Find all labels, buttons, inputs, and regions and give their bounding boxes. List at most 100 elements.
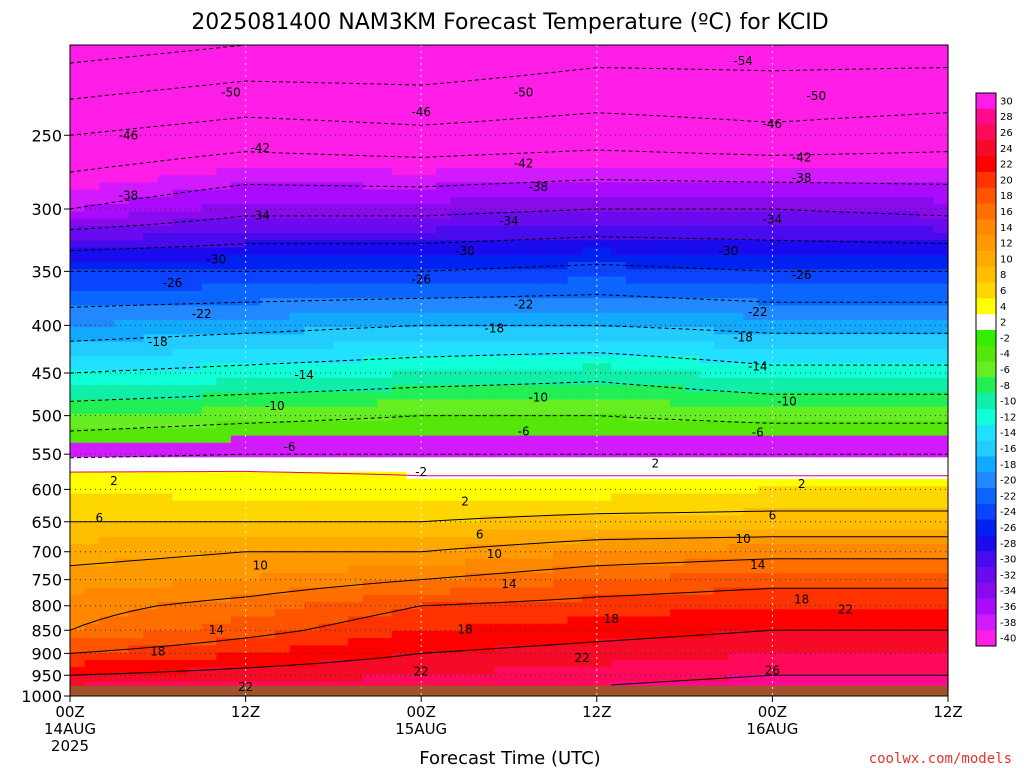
temperature-cell (772, 102, 788, 111)
temperature-cell (699, 384, 715, 393)
temperature-cell (582, 363, 598, 372)
temperature-cell (757, 594, 773, 603)
temperature-cell (611, 66, 627, 75)
temperature-cell (348, 73, 364, 82)
temperature-cell (874, 500, 891, 509)
temperature-cell (889, 124, 905, 133)
temperature-cell (860, 363, 876, 372)
temperature-cell (699, 160, 715, 169)
temperature-cell (289, 110, 305, 118)
temperature-cell (435, 124, 452, 133)
temperature-cell (172, 334, 188, 343)
temperature-cell (172, 558, 188, 567)
temperature-cell (816, 486, 832, 495)
temperature-cell (406, 233, 422, 241)
temperature-cell (845, 88, 861, 97)
temperature-cell (567, 233, 583, 241)
temperature-cell (552, 464, 569, 473)
temperature-cell (523, 189, 539, 198)
temperature-cell (84, 529, 100, 538)
temperature-cell (830, 218, 847, 227)
temperature-cell (348, 204, 364, 212)
temperature-cell (157, 196, 174, 205)
temperature-cell (669, 392, 686, 401)
temperature-cell (830, 515, 847, 523)
temperature-cell (699, 189, 715, 198)
temperature-cell (713, 356, 730, 364)
temperature-cell (787, 493, 803, 502)
temperature-cell (772, 667, 788, 675)
temperature-cell (70, 681, 86, 690)
temperature-cell (172, 630, 188, 639)
temperature-cell (596, 262, 613, 270)
temperature-cell (640, 298, 656, 306)
temperature-cell (157, 616, 174, 625)
temperature-cell (523, 73, 539, 82)
temperature-cell (626, 486, 642, 495)
temperature-cell (289, 399, 305, 408)
temperature-cell (582, 623, 598, 632)
temperature-cell (84, 211, 100, 220)
temperature-cell (582, 529, 598, 538)
temperature-cell (113, 189, 130, 198)
temperature-cell (596, 652, 613, 661)
temperature-cell (801, 131, 817, 140)
temperature-cell (113, 327, 130, 335)
temperature-cell (362, 52, 378, 61)
temperature-cell (845, 117, 861, 126)
temperature-cell (626, 428, 642, 437)
temperature-cell (552, 73, 569, 82)
temperature-cell (143, 160, 159, 169)
temperature-cell (699, 500, 715, 509)
temperature-cell (187, 377, 203, 386)
temperature-cell (99, 623, 115, 632)
temperature-cell (99, 384, 115, 393)
temperature-cell (567, 146, 583, 155)
temperature-cell (377, 131, 393, 140)
temperature-cell (187, 189, 203, 198)
temperature-cell (772, 573, 788, 581)
temperature-cell (655, 102, 671, 111)
temperature-cell (494, 652, 510, 661)
temperature-cell (187, 544, 203, 552)
temperature-cell (362, 363, 378, 372)
temperature-cell (582, 182, 598, 191)
temperature-cell (260, 225, 276, 234)
temperature-cell (830, 341, 847, 350)
temperature-cell (713, 384, 730, 393)
temperature-cell (655, 348, 671, 357)
temperature-cell (567, 175, 583, 184)
temperature-cell (421, 623, 437, 632)
temperature-cell (260, 515, 276, 523)
temperature-cell (70, 189, 86, 198)
temperature-cell (728, 442, 744, 451)
temperature-cell (845, 392, 861, 401)
temperature-cell (816, 674, 832, 683)
temperature-cell (552, 616, 569, 625)
temperature-cell (391, 110, 408, 118)
temperature-cell (318, 356, 334, 364)
temperature-cell (391, 211, 408, 220)
temperature-cell (230, 290, 247, 299)
temperature-cell (348, 544, 364, 552)
temperature-cell (479, 421, 495, 429)
temperature-cell (421, 356, 437, 364)
temperature-cell (333, 638, 349, 646)
temperature-cell (816, 681, 832, 690)
temperature-cell (538, 95, 554, 104)
temperature-cell (874, 240, 891, 249)
temperature-cell (377, 73, 393, 82)
temperature-cell (845, 160, 861, 169)
temperature-cell (348, 276, 364, 285)
temperature-cell (421, 413, 437, 422)
temperature-cell (684, 59, 700, 68)
temperature-cell (567, 515, 583, 523)
temperature-cell (772, 370, 788, 379)
temperature-cell (611, 131, 627, 140)
temperature-cell (172, 182, 188, 191)
temperature-cell (128, 638, 144, 646)
temperature-cell (830, 146, 847, 155)
temperature-cell (816, 247, 832, 256)
temperature-cell (99, 189, 115, 198)
temperature-cell (230, 45, 247, 53)
